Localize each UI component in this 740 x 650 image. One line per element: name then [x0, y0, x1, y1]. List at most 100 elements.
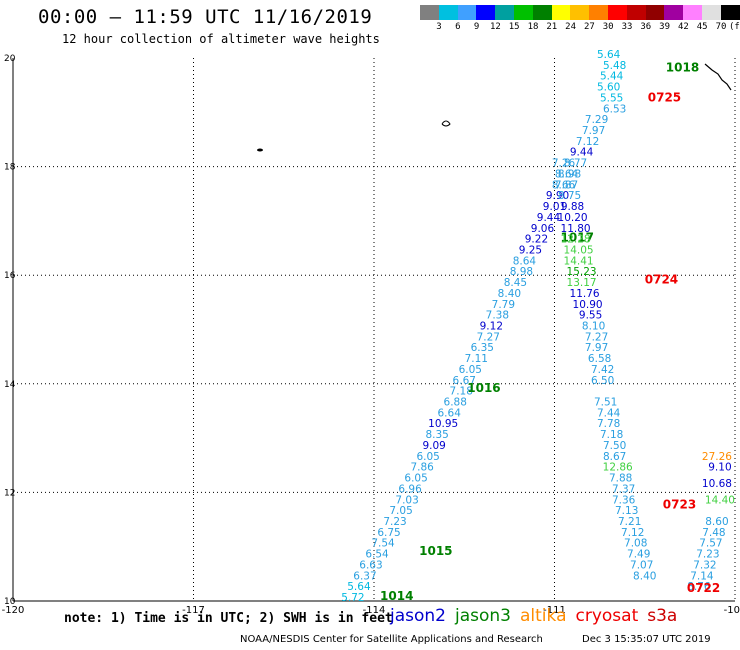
swh-value-label: 6.35 — [471, 342, 494, 354]
swh-value-label: 7.37 — [612, 483, 635, 495]
swh-value-label: 7.18 — [450, 386, 473, 398]
scale-label: 9 — [473, 22, 480, 32]
swh-value-label: 8.67 — [603, 451, 626, 463]
scale-swatch — [664, 5, 685, 20]
swh-value-label: 7.36 — [612, 494, 636, 506]
scale-label: 42 — [677, 22, 689, 32]
swh-value-label: 6.05 — [459, 364, 482, 376]
swh-value-label: 7.97 — [585, 342, 608, 354]
pass-label: 0724 — [645, 272, 678, 286]
swh-value-label: 8.40 — [633, 570, 656, 582]
swh-value-label: 9.88 — [561, 201, 584, 213]
swh-value-label: 7.23 — [383, 516, 406, 528]
note-text: note: 1) Time is in UTC; 2) SWH is in fe… — [64, 611, 393, 626]
swh-value-label: 9.44 — [537, 212, 561, 224]
scale-swatch — [514, 5, 534, 20]
pass-label: 0725 — [648, 90, 681, 104]
pass-label: 1017 — [561, 231, 594, 245]
swh-value-label: 8.98 — [510, 266, 533, 278]
swh-value-label: 8.76 — [687, 581, 711, 593]
swh-value-label: 7.86 — [410, 462, 434, 474]
page-title: 00:00 – 11:59 UTC 11/16/2019 — [38, 6, 373, 28]
page-subtitle: 12 hour collection of altimeter wave hei… — [62, 32, 380, 46]
swh-value-label: 11.76 — [570, 288, 600, 300]
swh-value-label: 6.54 — [365, 549, 389, 561]
pass-label: 1018 — [666, 61, 699, 75]
swh-value-label: 6.50 — [591, 375, 614, 387]
scale-label: 33 — [621, 22, 633, 32]
swh-value-label: 7.07 — [630, 559, 653, 571]
scale-label: 24 — [565, 22, 577, 32]
legend-entry: jason3 — [455, 606, 511, 626]
scale-swatch — [720, 5, 740, 20]
swh-value-label: 10.95 — [428, 418, 458, 430]
swh-value-label: 7.32 — [693, 559, 716, 571]
swh-value-label: 7.44 — [597, 407, 621, 419]
legend-entry: altika — [520, 606, 567, 626]
swh-value-label: 7.11 — [465, 353, 488, 365]
swh-value-label: 7.26 — [552, 158, 576, 170]
swh-value-label: 7.50 — [603, 440, 626, 452]
swh-value-label: 5.44 — [600, 71, 624, 83]
swh-value-label: 7.57 — [699, 538, 722, 550]
swh-value-label: 8.10 — [582, 321, 605, 333]
swh-value-label: 6.96 — [398, 483, 422, 495]
swh-value-label: 27.26 — [702, 451, 732, 463]
swh-value-label: 8.64 — [513, 255, 537, 267]
swh-value-label: 7.97 — [582, 125, 605, 137]
y-tick-label: 12 — [4, 488, 15, 498]
scale-label: 27 — [583, 22, 595, 32]
swh-value-label: 6.75 — [377, 527, 400, 539]
swh-value-label: 7.23 — [696, 549, 719, 561]
scale-swatch — [626, 5, 647, 20]
swh-value-label: 10.20 — [558, 212, 588, 224]
swh-value-label: 7.29 — [585, 114, 608, 126]
x-tick-label: -111 — [543, 605, 566, 616]
swh-value-label: 5.64 — [597, 49, 621, 61]
swh-value-label: 9.01 — [543, 201, 566, 213]
legend-entry: jason2 — [390, 606, 446, 626]
swh-value-label: 6.88 — [444, 397, 467, 409]
swh-value-label: 6.58 — [588, 353, 611, 365]
island-marker — [257, 148, 263, 152]
swh-value-label: 9.55 — [579, 310, 602, 322]
scale-label: 3 — [436, 22, 442, 32]
footer-credit: NOAA/NESDIS Center for Satellite Applica… — [240, 634, 543, 645]
scale-swatch — [551, 5, 572, 20]
swh-value-label: 7.18 — [600, 429, 623, 441]
x-tick-label: -117 — [182, 605, 205, 616]
swh-value-label: 12.86 — [603, 462, 633, 474]
scale-swatch — [702, 5, 722, 20]
y-tick-label: 10 — [4, 597, 16, 607]
swh-value-label: 5.72 — [341, 592, 364, 604]
scale-label: 39 — [659, 22, 671, 32]
x-tick-label: -120 — [2, 605, 25, 616]
swh-value-label: 14.05 — [564, 244, 594, 256]
swh-value-label: 5.55 — [600, 92, 623, 104]
swh-value-label: 10.90 — [573, 299, 603, 311]
swh-value-label: 5.60 — [597, 82, 620, 94]
scale-swatch — [457, 5, 478, 20]
pass-label: 0723 — [663, 498, 696, 512]
satellite-legend: jason2 jason3 altika cryosat s3a — [390, 606, 686, 626]
swh-value-label: 8.64 — [555, 168, 579, 180]
swh-value-label: 9.90 — [546, 190, 569, 202]
swh-value-label: 7.12 — [621, 527, 644, 539]
scale-label: 6 — [455, 22, 461, 32]
swh-value-label: 7.49 — [627, 549, 650, 561]
island-marker — [441, 120, 451, 127]
scale-swatch — [570, 5, 591, 20]
swh-value-label: 7.87 — [555, 179, 578, 191]
swh-value-label: 9.22 — [525, 234, 548, 246]
swh-value-label: 7.14 — [690, 570, 714, 582]
scale-label: 15 — [508, 22, 520, 32]
scale-swatch — [608, 5, 628, 20]
swh-value-label: 9.09 — [422, 440, 445, 452]
swh-value-label: 10.68 — [702, 478, 732, 490]
swh-value-label: 7.54 — [371, 538, 395, 550]
swh-value-label: 9.44 — [570, 147, 594, 159]
swh-value-label: 7.78 — [597, 418, 620, 430]
scale-label: 30 — [602, 22, 614, 32]
swh-value-label: 7.48 — [702, 527, 725, 539]
